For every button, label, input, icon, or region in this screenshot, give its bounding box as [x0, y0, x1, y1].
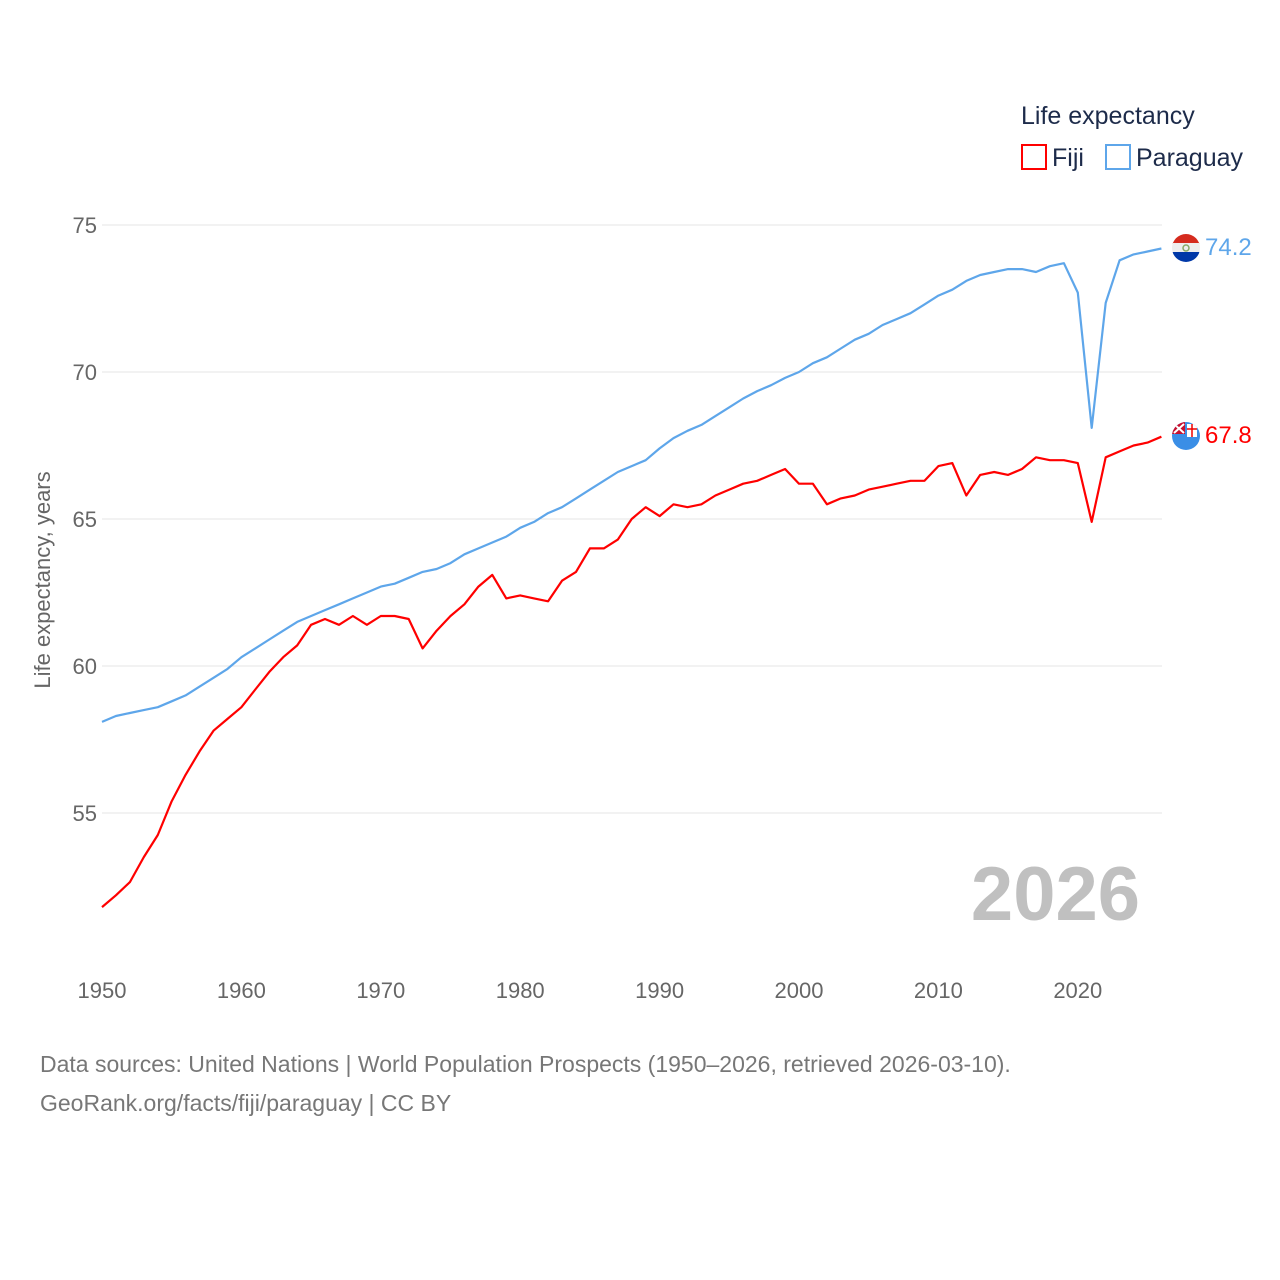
year-watermark: 2026 [971, 852, 1140, 937]
flag-fiji-icon [1172, 422, 1200, 450]
x-tick-label: 2020 [1053, 978, 1102, 1003]
x-tick-label: 2000 [775, 978, 824, 1003]
legend-swatch-paraguay[interactable] [1105, 144, 1131, 170]
legend-swatch-fiji[interactable] [1021, 144, 1047, 170]
source-link[interactable]: GeoRank.org/facts/fiji/paraguay | CC BY [40, 1090, 452, 1116]
end-label-fiji: 67.8 [1205, 422, 1252, 449]
x-tick-label: 1960 [217, 978, 266, 1003]
x-tick-label: 1970 [356, 978, 405, 1003]
series-line-paraguay [101, 247, 1162, 723]
y-tick-label: 75 [73, 213, 97, 238]
legend: Life expectancy Fiji Paraguay [1021, 102, 1244, 172]
data-source-text: Data sources: United Nations | World Pop… [40, 1051, 1011, 1077]
y-tick-label: 60 [73, 654, 97, 679]
legend-title: Life expectancy [1021, 102, 1195, 130]
x-tick-label: 1990 [635, 978, 684, 1003]
x-tick-label: 1980 [496, 978, 545, 1003]
legend-label-fiji[interactable]: Fiji [1052, 144, 1084, 172]
x-tick-label: 1950 [78, 978, 127, 1003]
x-tick-label: 2010 [914, 978, 963, 1003]
y-tick-label: 65 [73, 507, 97, 532]
end-label-paraguay: 74.2 [1205, 234, 1252, 261]
y-tick-label: 70 [73, 360, 97, 385]
legend-label-paraguay[interactable]: Paraguay [1136, 144, 1244, 172]
series-line-fiji [101, 435, 1162, 908]
y-axis-label: Life expectancy, years [30, 471, 55, 688]
footer: Data sources: United Nations | World Pop… [40, 1045, 1011, 1123]
y-tick-label: 55 [73, 801, 97, 826]
flag-paraguay-icon [1172, 234, 1200, 262]
